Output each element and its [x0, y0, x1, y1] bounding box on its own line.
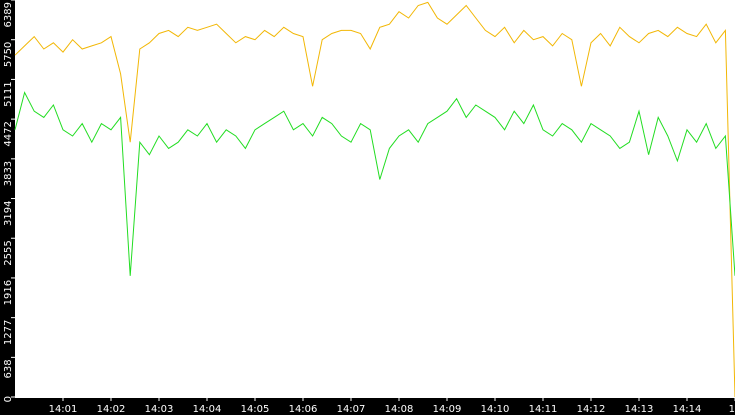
- y-tick-label: 2555: [3, 240, 14, 265]
- y-tick-label: 3833: [3, 161, 14, 186]
- y-tick-label: 5750: [3, 42, 14, 67]
- x-tick-label: 14:08: [385, 404, 414, 415]
- x-tick-label: 14:13: [625, 404, 654, 415]
- x-tick-label: 14:14: [673, 404, 702, 415]
- x-tick-label: 14:07: [337, 404, 366, 415]
- x-axis-strip: [0, 398, 735, 415]
- y-tick-label: 638: [3, 359, 14, 378]
- x-tick-label: 14:05: [241, 404, 270, 415]
- x-tick-label: 14:06: [289, 404, 318, 415]
- series-line: [14, 91, 735, 276]
- y-tick-label: 3194: [3, 201, 14, 226]
- y-tick-label: 0: [3, 396, 14, 402]
- x-tick-label: 14:03: [145, 404, 174, 415]
- y-tick-label: 5111: [3, 81, 14, 106]
- y-axis-strip: [0, 0, 15, 415]
- x-tick-label: 14: [729, 404, 735, 415]
- series-line: [14, 1, 735, 398]
- x-tick-label: 14:10: [481, 404, 510, 415]
- x-tick-label: 14:04: [193, 404, 222, 415]
- x-tick-label: 14:09: [433, 404, 462, 415]
- x-tick-label: 14:11: [529, 404, 558, 415]
- x-tick-label: 14:01: [49, 404, 78, 415]
- y-tick-label: 4472: [3, 121, 14, 146]
- y-tick-label: 1277: [3, 320, 14, 345]
- x-tick-label: 14:12: [577, 404, 606, 415]
- y-tick-label: 6389: [3, 2, 14, 27]
- x-tick-label: 14:02: [97, 404, 126, 415]
- y-tick-label: 1916: [3, 280, 14, 305]
